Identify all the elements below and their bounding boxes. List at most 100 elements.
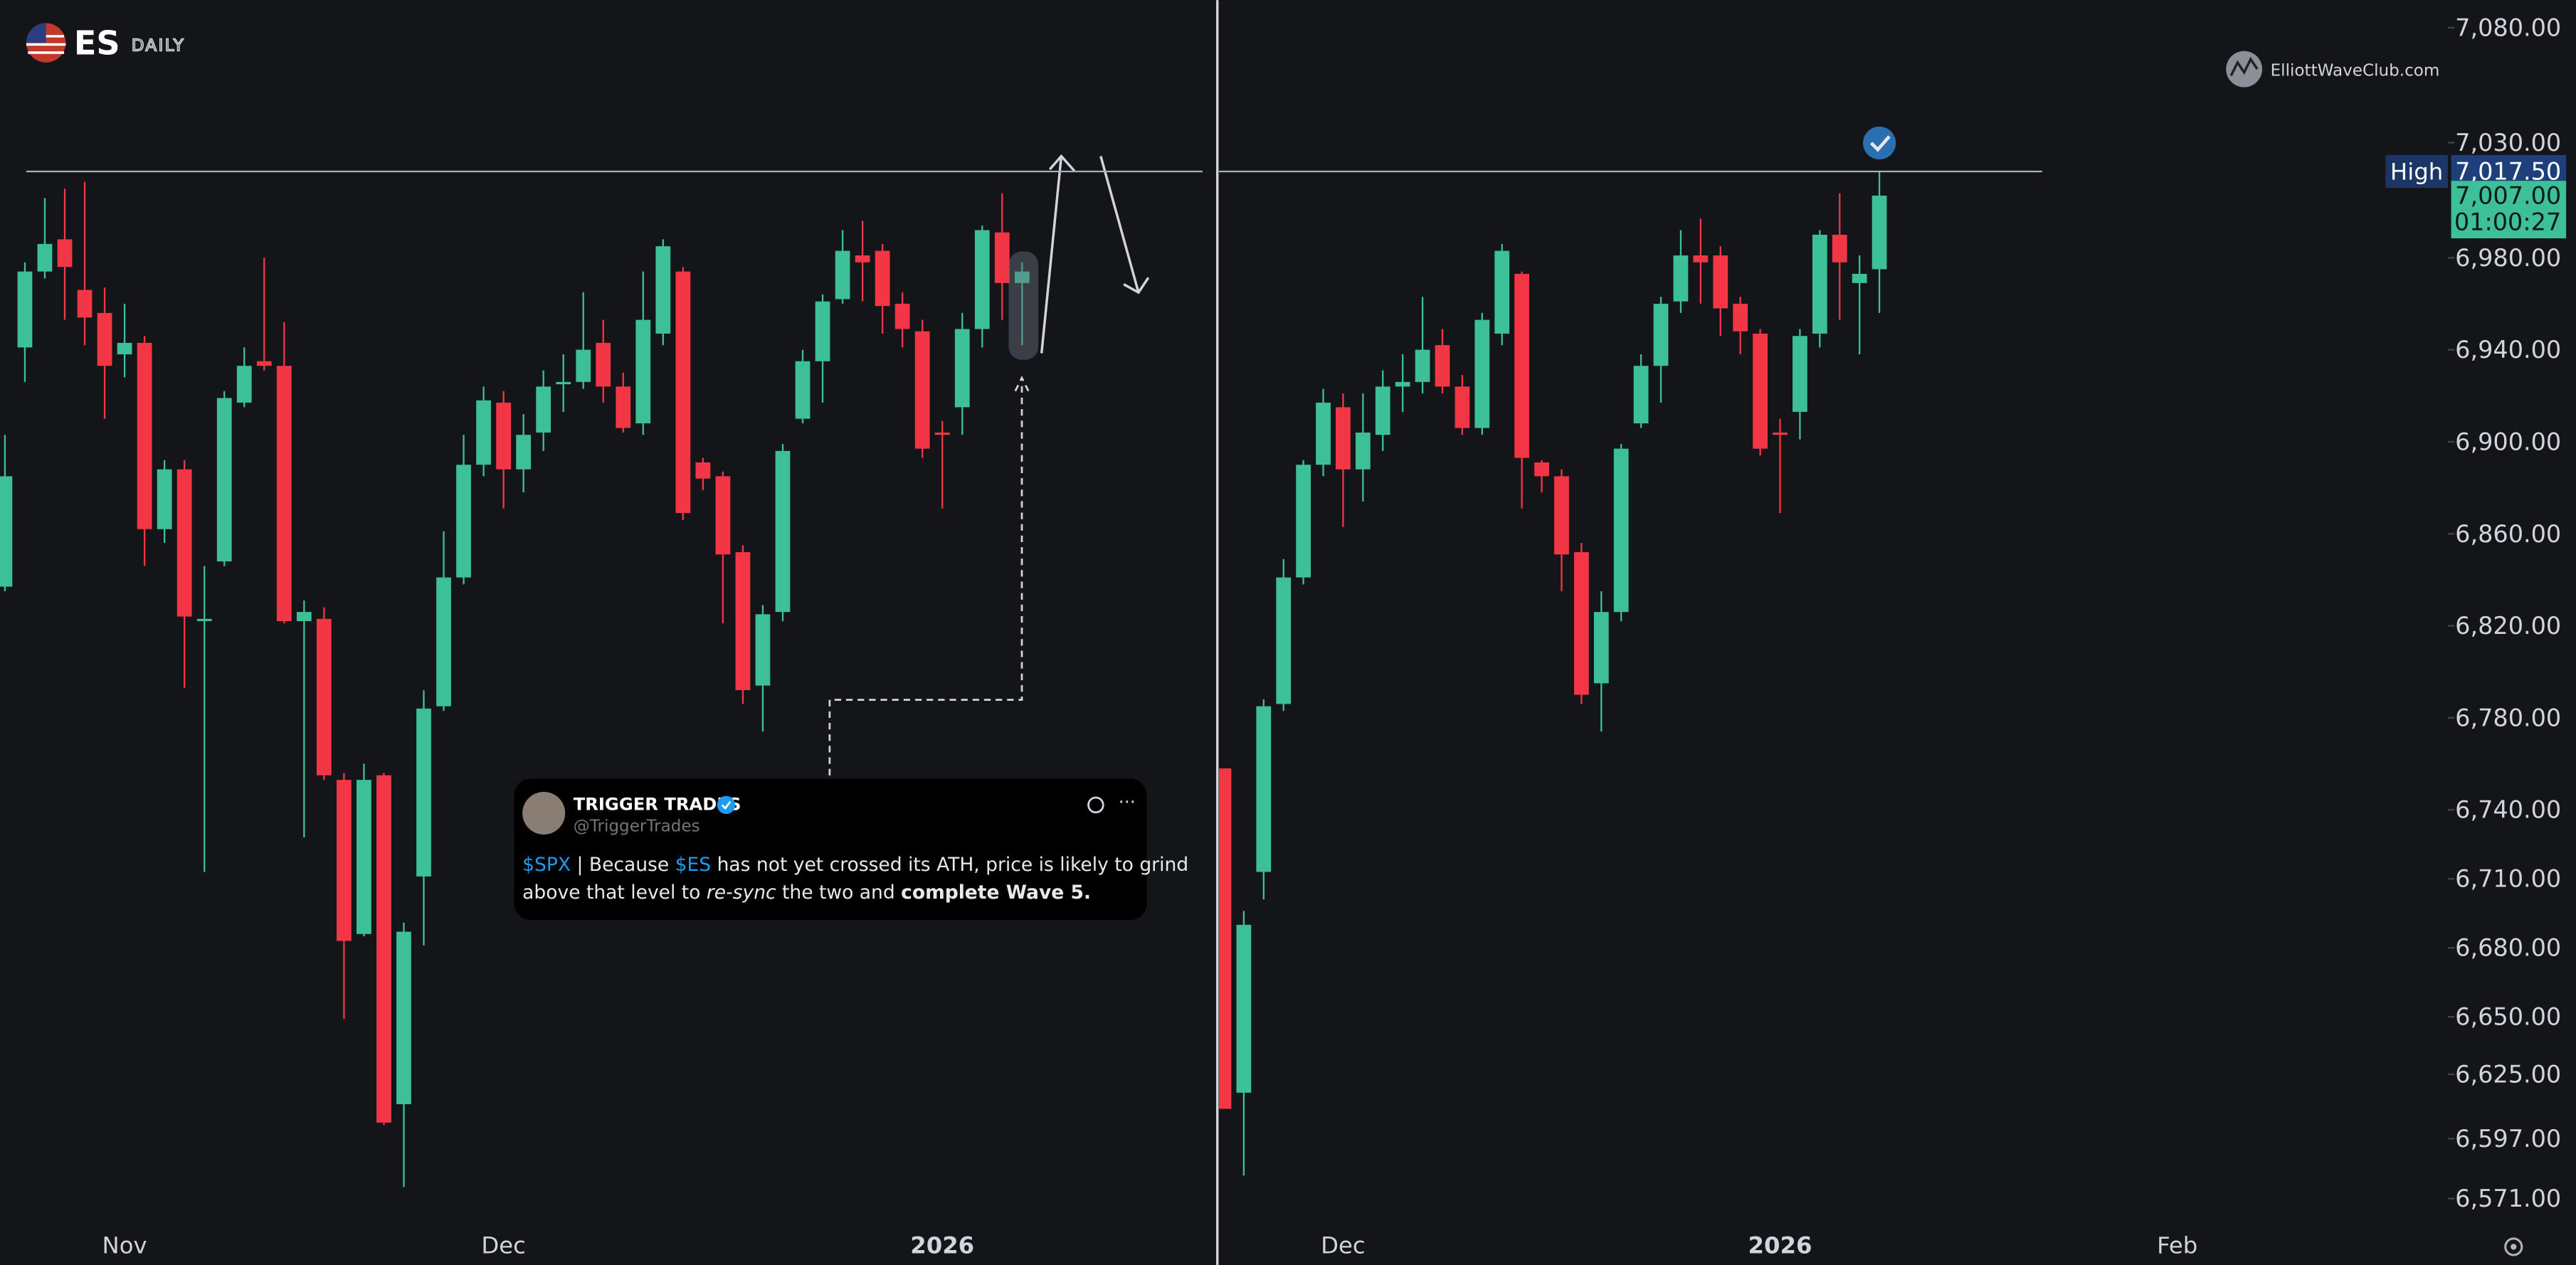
candle-body [357,780,371,934]
candle-body [1494,250,1510,334]
candle-body [1256,706,1272,872]
more-icon: ··· [1119,791,1136,813]
candle-body [157,469,172,529]
candle-body [536,386,551,433]
high-tag-bg [2385,154,2448,189]
candle-body [1753,333,1768,449]
candle-body [855,255,870,263]
high-tag: High [2390,159,2443,186]
candle-body [256,361,272,366]
candle-body [1852,273,1867,283]
candle-body [396,931,411,1105]
candle-body [516,435,532,470]
candle-body [1613,448,1629,613]
candle-body [196,618,212,622]
watermark: ElliottWaveClub.com [2226,51,2439,88]
candle-body [715,476,731,555]
logo: ES DAILY [26,23,184,63]
candle-body [1793,336,1807,412]
candle-body [1375,386,1390,435]
tweet-fragment: above that level to [522,882,707,904]
candle-body [296,612,312,622]
tweet-fragment: complete Wave 5. [901,882,1091,904]
candle-body [735,552,751,691]
y-tick-label: 6,860.00 [2455,520,2561,548]
candle-body [954,329,970,408]
candle-body [137,342,152,529]
candle-body [1534,462,1549,477]
candle-body [795,361,811,419]
candle-body [1653,303,1669,366]
candle-body [1872,195,1887,270]
tweet-fragment: $SPX [522,854,571,876]
candle-body [675,271,691,514]
candle-body [456,465,471,578]
candle-body [1435,345,1450,387]
y-tick-label: 6,571.00 [2455,1185,2561,1212]
candle-body [1554,476,1569,555]
candle-body [635,319,651,424]
watermark-icon [2226,51,2263,88]
candle-body [775,450,791,613]
candle-body [77,290,93,318]
tweet-name: TRIGGER TRADES [574,793,741,814]
candle-body [755,614,771,686]
tweet-fragment: has not yet crossed its ATH, price is li… [711,854,1188,876]
high-price: 7,017.50 [2455,158,2561,186]
candle-body [1415,349,1430,382]
candle-body [1474,319,1490,428]
watermark-wave [2229,56,2259,77]
candle-body [476,400,491,465]
candle-body [695,462,711,479]
candle-body [316,618,332,776]
flag-canton [26,23,46,43]
arrow-down [1099,156,1150,295]
y-tick-label: 6,710.00 [2455,865,2561,893]
candle-body [835,250,850,300]
candle-body [616,386,631,428]
y-tick-label: 6,740.00 [2455,796,2561,824]
candle-body [974,230,990,329]
candle-body [1236,924,1252,1093]
gear-center [2511,1244,2517,1250]
candle-body [57,239,73,268]
left-panel [0,181,1030,1187]
candle-body [1395,381,1410,387]
gear [2504,1237,2523,1256]
candle-body [216,398,232,562]
candle-body [1316,402,1331,465]
candle-body [1713,255,1728,309]
check-mark [1869,135,1891,152]
y-tick-label: 6,900.00 [2455,428,2561,455]
x-tick-label: Dec [481,1232,526,1259]
check-icon [1863,126,1896,160]
last-price-bg [2451,181,2567,238]
y-tick-label: 6,680.00 [2455,934,2561,962]
settings-icon [2504,1237,2523,1256]
candle-body [17,271,33,348]
y-tick-label: 6,650.00 [2455,1003,2561,1031]
tweet-line: above that level to re-sync the two and … [522,882,1091,904]
candle-body [1355,432,1371,470]
countdown: 01:00:27 [2454,208,2561,235]
connector [828,376,1030,776]
y-tick-label: 6,597.00 [2455,1125,2561,1153]
candle-body [436,577,451,706]
last-price: 7,007.00 [2455,182,2561,210]
tweet-text: $SPX | Because $ES has not yet crossed i… [522,854,1188,904]
tweet-fragment: re-sync [707,882,776,904]
candle-body [875,250,890,307]
candle-body [1593,612,1609,684]
tweet-fragment: the two and [776,882,902,904]
symbol: ES [74,23,120,62]
candle-body [1336,407,1351,470]
candle-body [1296,465,1311,578]
x-tick-label: Dec [1321,1232,1366,1259]
candle-body [1832,234,1847,263]
candle-body [596,342,611,387]
watermark-text: ElliottWaveClub.com [2271,61,2440,80]
candle-body [1014,271,1030,283]
tweet-line: $SPX | Because $ES has not yet crossed i… [522,854,1188,876]
y-tick-label: 7,080.00 [2455,14,2561,42]
avatar [522,791,566,835]
